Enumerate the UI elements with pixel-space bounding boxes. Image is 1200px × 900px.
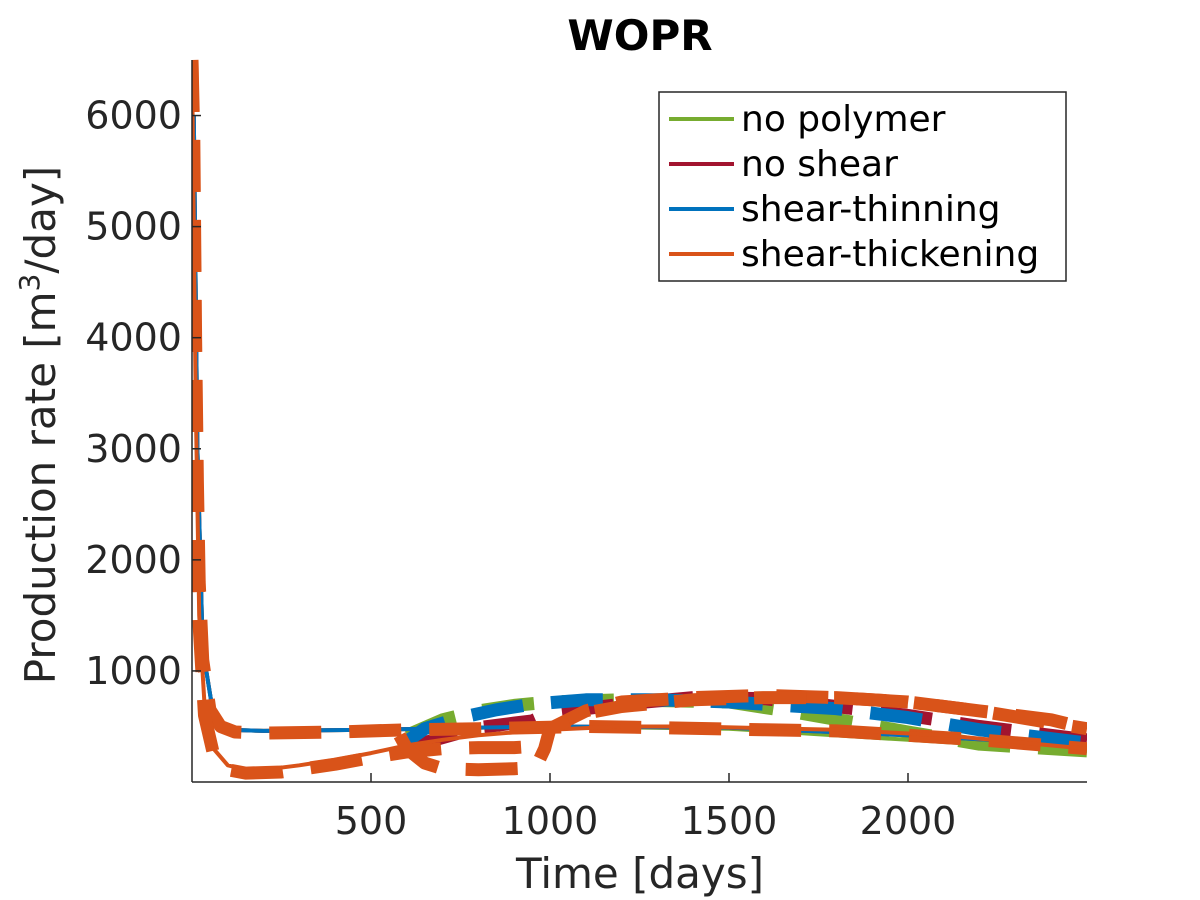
y-axis-label-suffix: /day]	[16, 166, 65, 274]
y-tick-label: 1000	[85, 649, 182, 693]
y-tick-label: 5000	[85, 205, 182, 249]
x-tick-label: 1500	[681, 799, 778, 843]
x-tick-label: 2000	[860, 799, 957, 843]
series-line-shear-thickening-2	[192, 59, 1087, 780]
series-line-shear-thickening-3	[393, 691, 1087, 777]
legend-label: shear-thickening	[741, 234, 1039, 275]
series-layer	[192, 59, 1087, 780]
axes-layer: 500 1000 1500 2000 1000 2000 3000 4000 5000 6000	[85, 60, 1087, 843]
y-tick-label: 4000	[85, 316, 182, 360]
legend-label: no shear	[741, 144, 898, 185]
legend-label: shear-thinning	[741, 189, 1001, 230]
x-axis-label: Time [days]	[515, 849, 764, 898]
chart-title: WOPR	[567, 11, 712, 60]
y-tick-label: 3000	[85, 427, 182, 471]
y-axis-label: Production rate [m3/day]	[13, 166, 65, 684]
y-tick-label: 2000	[85, 538, 182, 582]
x-tick-label: 500	[335, 799, 408, 843]
legend-label: no polymer	[741, 99, 946, 140]
y-axis-label-prefix: Production rate [m	[16, 291, 65, 684]
series-line-shear-thinning-1	[395, 693, 1087, 752]
legend-box	[658, 91, 1067, 282]
y-tick-label: 6000	[85, 94, 182, 138]
x-tick-label: 1000	[502, 799, 599, 843]
y-axis-label-superscript: 3	[13, 274, 46, 292]
